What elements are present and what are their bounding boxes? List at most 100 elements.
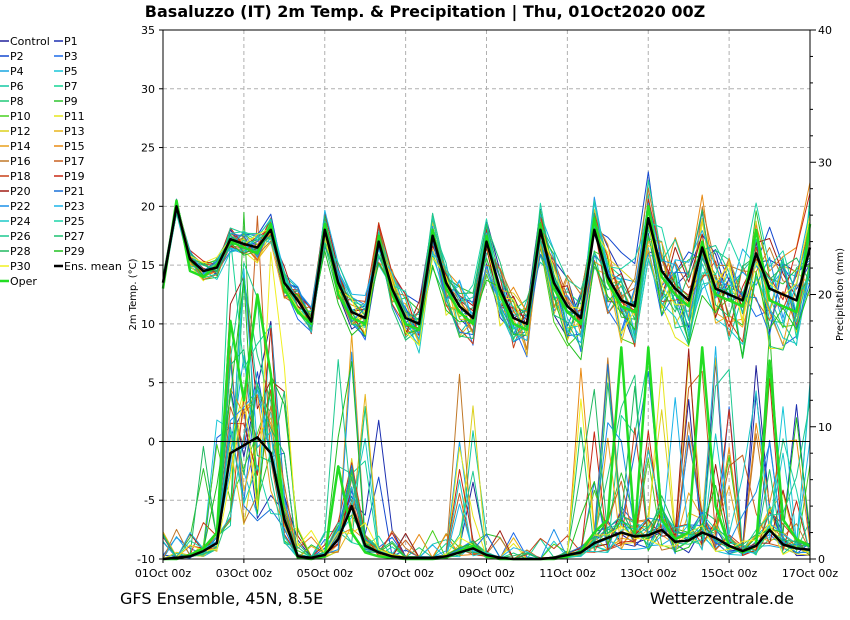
legend-label: P20 bbox=[10, 185, 31, 198]
legend-label: P1 bbox=[64, 35, 78, 48]
y-tick-label: 5 bbox=[148, 377, 155, 390]
legend-entry-p27: P27 bbox=[54, 230, 85, 243]
legend-label: P18 bbox=[10, 170, 31, 183]
legend-entry-p5: P5 bbox=[54, 65, 78, 78]
legend-label: P6 bbox=[10, 80, 24, 93]
legend-label: P15 bbox=[64, 140, 85, 153]
y2-tick-label: 20 bbox=[818, 289, 832, 302]
legend-label: P25 bbox=[64, 215, 85, 228]
legend: Control P1 P2 P3 P4 P5 P6 P7 P8 P9 P10 P11 P12 P13 P14… bbox=[0, 35, 122, 288]
legend-label: P21 bbox=[64, 185, 85, 198]
legend-entry-p8: P8 bbox=[0, 95, 24, 108]
y-axis-ticks: -10 -5 0 5 10 15 20 25 30 35 bbox=[137, 24, 163, 566]
temp-line-p16 bbox=[162, 187, 811, 351]
legend-label: P5 bbox=[64, 65, 78, 78]
legend-entry-p26: P26 bbox=[0, 230, 31, 243]
y-tick-label: 15 bbox=[141, 259, 155, 272]
legend-label: P16 bbox=[10, 155, 31, 168]
temp-line-ens-mean bbox=[161, 205, 812, 326]
temp-line-oper bbox=[161, 199, 812, 332]
legend-label: Control bbox=[10, 35, 50, 48]
legend-entry-p16: P16 bbox=[0, 155, 31, 168]
precip-line-ens-mean bbox=[162, 436, 811, 561]
legend-label: Ens. mean bbox=[64, 260, 122, 273]
legend-label: Oper bbox=[10, 275, 37, 288]
temp-line-p24 bbox=[162, 208, 811, 359]
legend-label: P17 bbox=[64, 155, 85, 168]
y2-tick-label: 40 bbox=[818, 24, 832, 37]
x-tick-label: 03Oct 00z bbox=[216, 567, 273, 580]
precip-line-oper bbox=[163, 293, 811, 561]
legend-label: P29 bbox=[64, 245, 85, 258]
temp-line-p25 bbox=[162, 200, 811, 337]
x-tick-label: 17Oct 00z bbox=[782, 567, 839, 580]
x-tick-label: 05Oct 00z bbox=[297, 567, 354, 580]
y-axis-label: 2m Temp. (°C) bbox=[128, 258, 139, 330]
legend-entry-p3: P3 bbox=[54, 50, 78, 63]
legend-label: P28 bbox=[10, 245, 31, 258]
legend-entry-p17: P17 bbox=[54, 155, 85, 168]
y-tick-label: 25 bbox=[141, 142, 155, 155]
legend-entry-p11: P11 bbox=[54, 110, 85, 123]
legend-label: P4 bbox=[10, 65, 24, 78]
legend-label: P3 bbox=[64, 50, 78, 63]
legend-entry-p4: P4 bbox=[0, 65, 24, 78]
y2-tick-label: 0 bbox=[818, 553, 825, 566]
legend-entry-p30: P30 bbox=[0, 260, 31, 273]
legend-entry-p12: P12 bbox=[0, 125, 31, 138]
legend-entry-ens-mean: Ens. mean bbox=[54, 260, 122, 273]
legend-label: P22 bbox=[10, 200, 31, 213]
legend-entry-p7: P7 bbox=[54, 80, 78, 93]
legend-entry-p24: P24 bbox=[0, 215, 31, 228]
y-tick-label: 30 bbox=[141, 83, 155, 96]
legend-label: P7 bbox=[64, 80, 78, 93]
legend-entry-p29: P29 bbox=[54, 245, 85, 258]
x-tick-label: 01Oct 00z bbox=[135, 567, 192, 580]
legend-entry-p22: P22 bbox=[0, 200, 31, 213]
legend-label: P10 bbox=[10, 110, 31, 123]
legend-label: P11 bbox=[64, 110, 85, 123]
legend-entry-p19: P19 bbox=[54, 170, 85, 183]
y2-tick-label: 30 bbox=[818, 156, 832, 169]
legend-entry-p1: P1 bbox=[54, 35, 78, 48]
legend-entry-p18: P18 bbox=[0, 170, 31, 183]
legend-entry-p14: P14 bbox=[0, 140, 31, 153]
legend-entry-p20: P20 bbox=[0, 185, 31, 198]
temperature-lines bbox=[161, 171, 812, 361]
legend-label: P26 bbox=[10, 230, 31, 243]
y2-axis-label: Precipitation (mm) bbox=[835, 248, 846, 341]
x-tick-label: 09Oct 00z bbox=[458, 567, 515, 580]
legend-label: P8 bbox=[10, 95, 24, 108]
legend-label: P30 bbox=[10, 260, 31, 273]
legend-entry-p2: P2 bbox=[0, 50, 24, 63]
legend-label: P23 bbox=[64, 200, 85, 213]
legend-entry-oper: Oper bbox=[0, 275, 37, 288]
x-axis-ticks: 01Oct 00z 03Oct 00z 05Oct 00z 07Oct 00z 09Oc… bbox=[135, 559, 839, 580]
precip-line-p21 bbox=[162, 358, 811, 560]
legend-label: P13 bbox=[64, 125, 85, 138]
precipitation-lines bbox=[162, 211, 811, 561]
site-label: Wetterzentrale.de bbox=[649, 589, 794, 608]
legend-label: P27 bbox=[64, 230, 85, 243]
y-tick-label: 0 bbox=[148, 435, 155, 448]
x-tick-label: 15Oct 00z bbox=[701, 567, 758, 580]
x-axis-label: Date (UTC) bbox=[459, 585, 514, 596]
legend-label: P9 bbox=[64, 95, 78, 108]
axis-labels: Date (UTC) 2m Temp. (°C) Precipitation (mm… bbox=[128, 248, 846, 596]
legend-entry-p23: P23 bbox=[54, 200, 85, 213]
legend-entry-control: Control bbox=[0, 35, 50, 48]
legend-entry-p28: P28 bbox=[0, 245, 31, 258]
y-tick-label: 35 bbox=[141, 24, 155, 37]
y-tick-label: 10 bbox=[141, 318, 155, 331]
x-tick-label: 13Oct 00z bbox=[620, 567, 677, 580]
legend-entry-p6: P6 bbox=[0, 80, 24, 93]
legend-label: P24 bbox=[10, 215, 31, 228]
temp-line-p28 bbox=[162, 201, 811, 330]
legend-label: P12 bbox=[10, 125, 31, 138]
legend-entry-p13: P13 bbox=[54, 125, 85, 138]
legend-entry-p25: P25 bbox=[54, 215, 85, 228]
legend-entry-p9: P9 bbox=[54, 95, 78, 108]
x-tick-label: 07Oct 00z bbox=[377, 567, 434, 580]
legend-entry-p21: P21 bbox=[54, 185, 85, 198]
